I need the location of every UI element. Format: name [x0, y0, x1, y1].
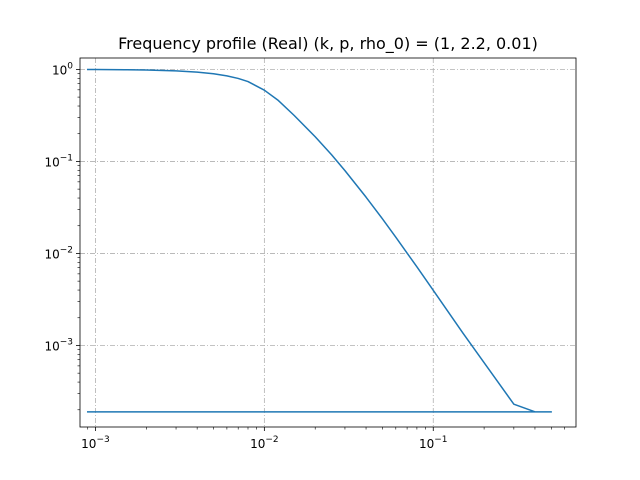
ticks: 10−3 10−2 10−1 100 10−1 10−2 10−3: [44, 61, 565, 451]
x-tick-label: 10−3: [81, 435, 110, 451]
chart-title: Frequency profile (Real) (k, p, rho_0) =…: [118, 34, 538, 54]
plot-axes: 10−3 10−2 10−1 100 10−1 10−2 10−3: [44, 57, 577, 451]
y-tick-label: 100: [52, 61, 73, 77]
y-tick-label: 10−3: [44, 337, 73, 353]
x-tick-label: 10−1: [419, 435, 448, 451]
plot-background: [80, 58, 576, 427]
series-layer: [86, 68, 553, 413]
y-tick-label: 10−1: [44, 153, 73, 169]
axes-frame: [79, 57, 577, 428]
grid: [80, 58, 576, 427]
series-line-0: [86, 68, 553, 413]
y-tick-label: 10−2: [44, 245, 73, 261]
x-tick-label: 10−2: [250, 435, 279, 451]
